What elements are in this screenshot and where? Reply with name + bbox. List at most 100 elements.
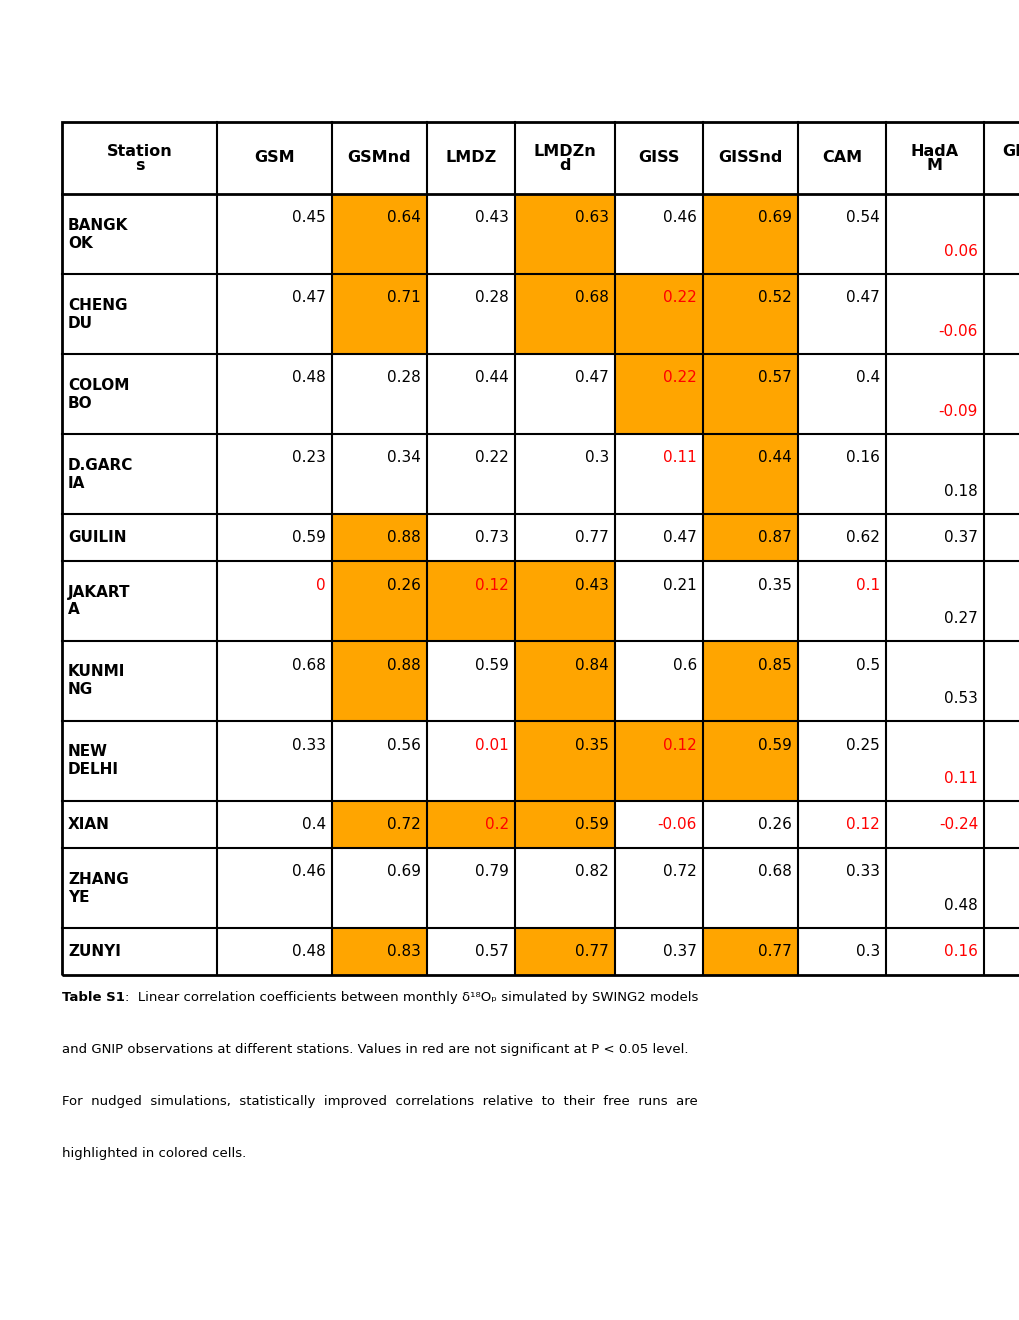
Text: GENESI: GENESI [1001, 144, 1019, 158]
Text: 0.72: 0.72 [387, 817, 421, 832]
Text: 0.27: 0.27 [944, 611, 977, 626]
Text: 0.48: 0.48 [292, 944, 326, 960]
Bar [614, 275, 702, 354]
Text: 0.47: 0.47 [662, 531, 696, 545]
Text: 0.88: 0.88 [387, 531, 421, 545]
Text: 0.64: 0.64 [387, 210, 421, 226]
Bar [515, 801, 614, 847]
Text: KUNMI: KUNMI [68, 664, 125, 680]
Bar [515, 928, 614, 975]
Text: 0.5: 0.5 [855, 657, 879, 672]
Text: CAM: CAM [821, 150, 861, 165]
Text: 0.34: 0.34 [387, 450, 421, 466]
Text: M: M [926, 157, 943, 173]
Text: -0.06: -0.06 [657, 817, 696, 832]
Text: 0.82: 0.82 [575, 865, 608, 879]
Text: 0.45: 0.45 [292, 210, 326, 226]
Text: 0.21: 0.21 [662, 578, 696, 593]
Text: 0.18: 0.18 [944, 484, 977, 499]
Text: 0.59: 0.59 [475, 657, 508, 672]
Text: 0.62: 0.62 [846, 531, 879, 545]
Bar [331, 928, 427, 975]
Text: 0.69: 0.69 [386, 865, 421, 879]
Text: GISSnd: GISSnd [717, 150, 782, 165]
Text: 0.06: 0.06 [944, 244, 977, 259]
Text: NG: NG [68, 682, 93, 697]
Bar [614, 721, 702, 801]
Text: 0.85: 0.85 [757, 657, 791, 672]
Text: 0.28: 0.28 [475, 290, 508, 305]
Bar [702, 434, 797, 513]
Text: A: A [68, 602, 79, 618]
Text: ZUNYI: ZUNYI [68, 944, 121, 960]
Text: 0.53: 0.53 [944, 692, 977, 706]
Text: CHENG: CHENG [68, 297, 127, 313]
Text: Table S1: Table S1 [62, 991, 124, 1005]
Text: 0.79: 0.79 [475, 865, 508, 879]
Bar [331, 642, 427, 721]
Text: 0.87: 0.87 [757, 531, 791, 545]
Text: 0.33: 0.33 [845, 865, 879, 879]
Text: 0.3: 0.3 [584, 450, 608, 466]
Text: :  Linear correlation coefficients between monthly δ¹⁸Oₚ simulated by SWING2 mod: : Linear correlation coefficients betwee… [125, 991, 698, 1005]
Text: 0.26: 0.26 [757, 817, 791, 832]
Text: 0.59: 0.59 [757, 738, 791, 752]
Text: 0.47: 0.47 [292, 290, 326, 305]
Bar [331, 801, 427, 847]
Bar [702, 721, 797, 801]
Text: Station: Station [107, 144, 172, 158]
Text: DU: DU [68, 315, 93, 330]
Text: 0.77: 0.77 [575, 944, 608, 960]
Bar [515, 642, 614, 721]
Bar [427, 801, 515, 847]
Text: 0.83: 0.83 [387, 944, 421, 960]
Text: GUILIN: GUILIN [68, 531, 126, 545]
Text: For  nudged  simulations,  statistically  improved  correlations  relative  to  : For nudged simulations, statistically im… [62, 1096, 697, 1107]
Bar [702, 513, 797, 561]
Text: 0.22: 0.22 [662, 290, 696, 305]
Bar [515, 561, 614, 642]
Text: 0.54: 0.54 [846, 210, 879, 226]
Text: OK: OK [68, 235, 93, 251]
Bar [702, 642, 797, 721]
Text: 0.44: 0.44 [757, 450, 791, 466]
Text: GISS: GISS [638, 150, 679, 165]
Text: NEW: NEW [68, 744, 108, 759]
Text: 0.25: 0.25 [846, 738, 879, 752]
Bar [331, 513, 427, 561]
Text: JAKART: JAKART [68, 585, 130, 599]
Text: COLOM: COLOM [68, 378, 129, 392]
Text: 0.6: 0.6 [673, 657, 696, 672]
Text: GSM: GSM [254, 150, 294, 165]
Text: 0.2: 0.2 [484, 817, 508, 832]
Bar [331, 275, 427, 354]
Bar [614, 354, 702, 434]
Text: 0.22: 0.22 [662, 371, 696, 385]
Text: -0.24: -0.24 [937, 817, 977, 832]
Text: 0.44: 0.44 [475, 371, 508, 385]
Text: 0.26: 0.26 [387, 578, 421, 593]
Text: 0.73: 0.73 [475, 531, 508, 545]
Text: 0.16: 0.16 [944, 944, 977, 960]
Text: 0.1: 0.1 [855, 578, 879, 593]
Text: BO: BO [68, 396, 93, 411]
Text: -0.06: -0.06 [937, 325, 977, 339]
Text: GSMnd: GSMnd [347, 150, 411, 165]
Text: 0.48: 0.48 [292, 371, 326, 385]
Bar [515, 194, 614, 275]
Text: 0.56: 0.56 [387, 738, 421, 752]
Bar [702, 275, 797, 354]
Text: YE: YE [68, 890, 90, 904]
Text: d: d [558, 157, 571, 173]
Text: D.GARC: D.GARC [68, 458, 133, 473]
Text: BANGK: BANGK [68, 218, 128, 232]
Text: 0.57: 0.57 [757, 371, 791, 385]
Text: 0.84: 0.84 [575, 657, 608, 672]
Text: 0.69: 0.69 [757, 210, 791, 226]
Bar [331, 561, 427, 642]
Text: 0.12: 0.12 [662, 738, 696, 752]
Bar [702, 194, 797, 275]
Text: 0.59: 0.59 [575, 817, 608, 832]
Text: 0.12: 0.12 [475, 578, 508, 593]
Text: 0.11: 0.11 [662, 450, 696, 466]
